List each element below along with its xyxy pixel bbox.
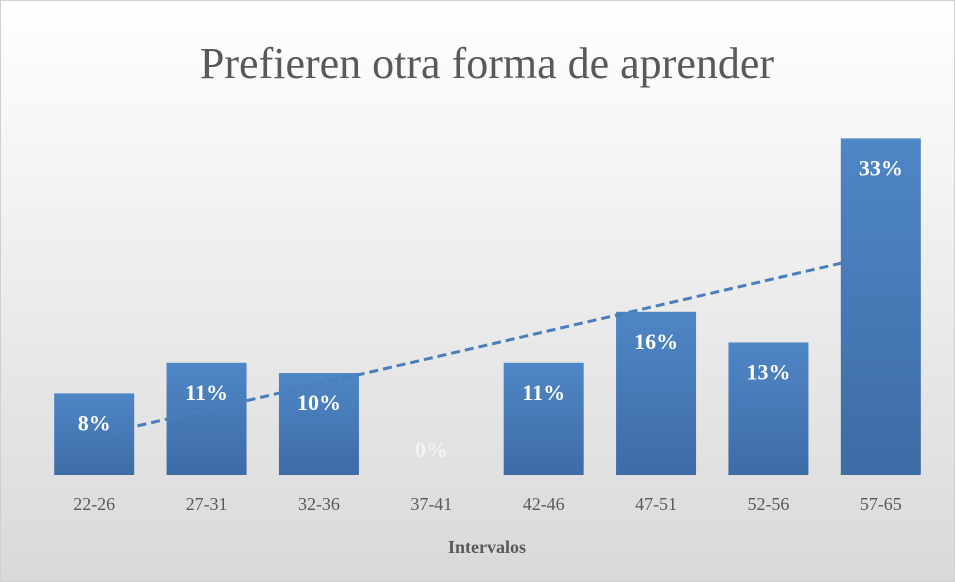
data-label: 0% [415, 437, 448, 462]
x-tick-label: 57-65 [860, 494, 902, 514]
chart-title: Prefieren otra forma de aprender [200, 39, 774, 88]
x-tick-label: 27-31 [186, 494, 228, 514]
bar [503, 362, 584, 475]
x-tick-label: 42-46 [523, 494, 565, 514]
x-tick-label: 32-36 [298, 494, 340, 514]
data-label: 33% [859, 155, 903, 180]
bar [840, 138, 921, 475]
x-axis-title: Intervalos [448, 537, 526, 557]
bar [616, 311, 697, 475]
data-label: 10% [297, 390, 341, 415]
data-label: 11% [185, 380, 228, 405]
data-label: 16% [634, 329, 678, 354]
x-tick-label: 37-41 [410, 494, 452, 514]
bar [728, 342, 809, 475]
trendline [109, 252, 882, 434]
bar [166, 362, 247, 475]
bar [278, 373, 359, 475]
x-tick-label: 52-56 [747, 494, 789, 514]
data-label: 8% [78, 410, 111, 435]
x-tick-label: 47-51 [635, 494, 677, 514]
bar [54, 393, 135, 475]
x-tick-label: 22-26 [73, 494, 115, 514]
data-label: 11% [522, 380, 565, 405]
data-label: 13% [746, 359, 790, 384]
